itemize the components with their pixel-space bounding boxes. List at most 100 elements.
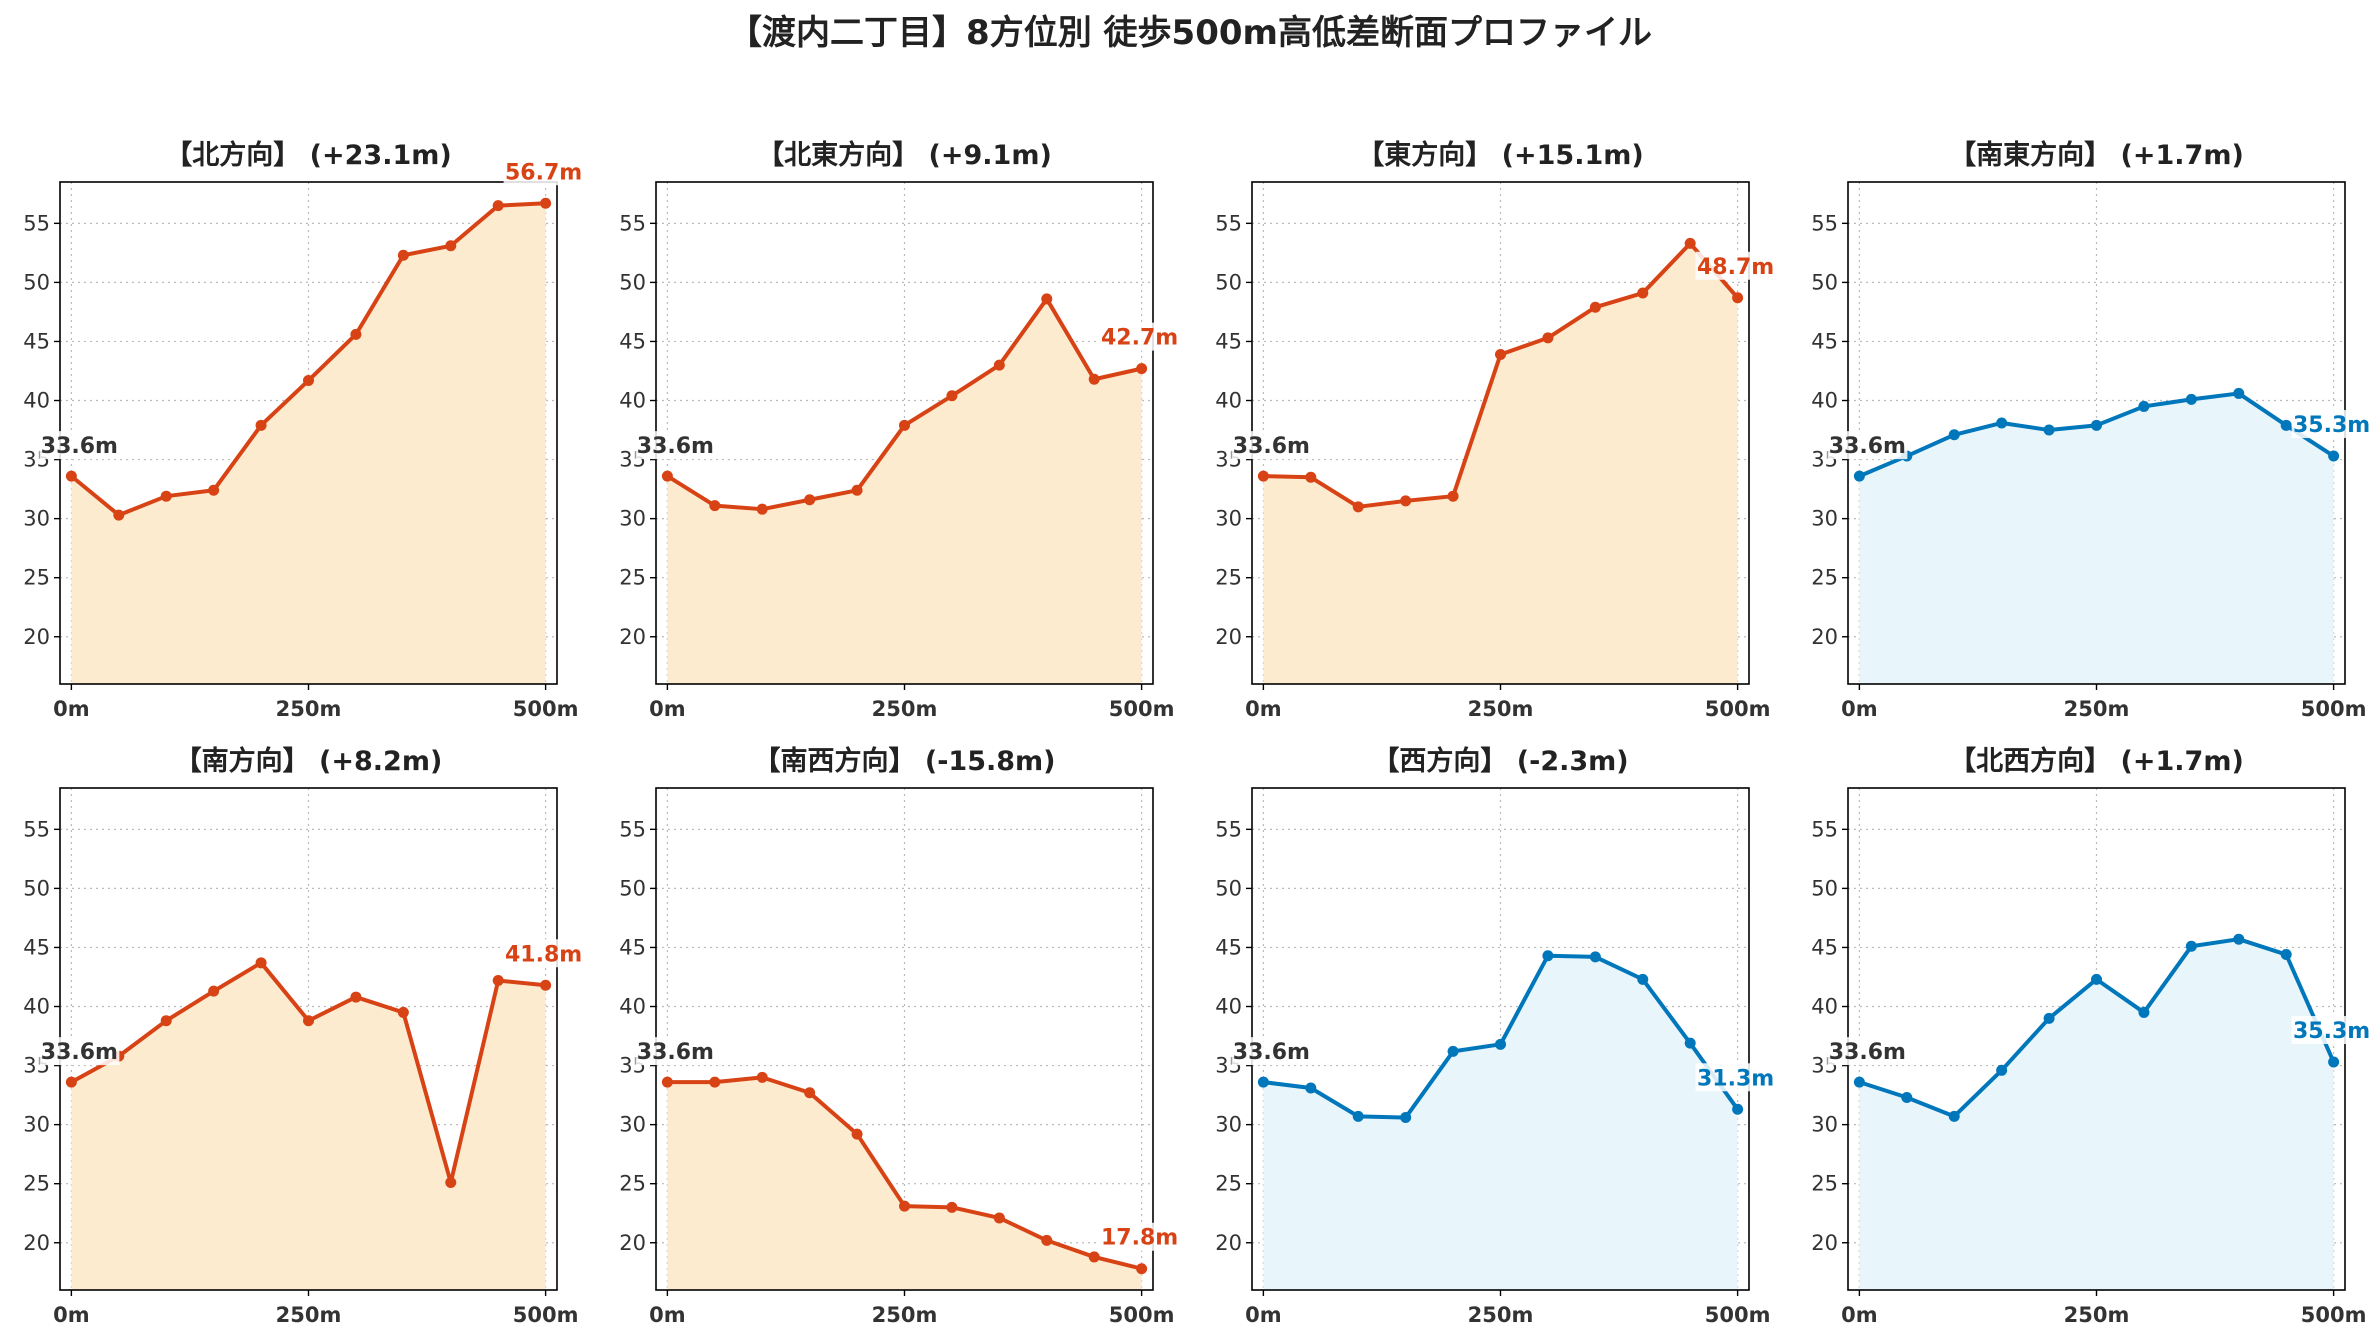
y-tick-label: 45 — [619, 329, 646, 353]
start-elevation-label: 33.6m — [1829, 434, 1906, 459]
y-tick-label: 45 — [1215, 935, 1242, 959]
x-tick-label: 250m — [872, 1303, 938, 1327]
elevation-area — [1263, 955, 1738, 1290]
y-tick-label: 30 — [1215, 507, 1242, 531]
data-point — [1637, 973, 1649, 985]
data-point — [2043, 424, 2055, 436]
data-point — [350, 991, 362, 1003]
data-point — [899, 419, 910, 431]
y-tick-label: 25 — [1811, 1172, 1838, 1196]
y-tick-label: 55 — [23, 211, 50, 235]
data-point — [1088, 373, 1100, 385]
end-elevation-label: 35.3m — [2293, 1019, 2370, 1044]
end-elevation-label: 31.3m — [1697, 1066, 1774, 1091]
start-elevation-label: 33.6m — [637, 434, 714, 459]
data-point — [2138, 1006, 2150, 1018]
x-tick-label: 0m — [649, 1303, 686, 1327]
data-point — [1732, 292, 1744, 304]
x-tick-label: 0m — [649, 697, 686, 721]
y-tick-label: 25 — [23, 1172, 50, 1196]
data-point — [303, 1015, 314, 1027]
data-point — [208, 484, 220, 496]
data-point — [709, 1076, 721, 1088]
data-point — [1542, 332, 1554, 344]
y-tick-label: 20 — [23, 1231, 50, 1255]
data-point — [661, 470, 673, 482]
start-elevation-label: 33.6m — [1233, 434, 1310, 459]
end-label-halo — [2291, 1016, 2372, 1045]
data-point — [851, 484, 863, 496]
y-tick-label: 20 — [1811, 1231, 1838, 1255]
y-tick-label: 55 — [1215, 817, 1242, 841]
data-point — [1589, 301, 1601, 313]
data-point — [160, 490, 172, 502]
end-elevation-label: 35.3m — [2293, 413, 2370, 438]
data-point — [1948, 429, 1960, 441]
elevation-area — [1263, 243, 1738, 684]
y-tick-label: 25 — [1215, 566, 1242, 590]
y-tick-label: 55 — [619, 817, 646, 841]
y-tick-label: 25 — [1811, 566, 1838, 590]
y-tick-label: 30 — [619, 1113, 646, 1137]
end-label-halo — [1695, 251, 1776, 280]
start-label-halo — [1827, 431, 1908, 460]
data-point — [350, 328, 362, 340]
elevation-area — [667, 1077, 1142, 1290]
y-tick-label: 40 — [1811, 389, 1838, 413]
y-tick-label: 40 — [1215, 995, 1242, 1019]
y-tick-label: 20 — [619, 1231, 646, 1255]
data-point — [1305, 471, 1317, 483]
x-tick-label: 0m — [1245, 697, 1282, 721]
y-tick-label: 50 — [1811, 876, 1838, 900]
start-label-halo — [1231, 1037, 1312, 1066]
data-point — [2138, 400, 2150, 412]
data-point — [1637, 287, 1649, 299]
data-point — [1732, 1103, 1744, 1115]
y-tick-label: 50 — [1215, 270, 1242, 294]
y-tick-label: 45 — [1215, 329, 1242, 353]
y-tick-label: 30 — [1811, 1113, 1838, 1137]
x-tick-label: 500m — [513, 1303, 579, 1327]
start-elevation-label: 33.6m — [41, 1040, 118, 1065]
y-tick-label: 40 — [619, 389, 646, 413]
start-label-halo — [39, 1037, 120, 1066]
data-point — [1352, 501, 1364, 513]
start-label-halo — [635, 1037, 716, 1066]
start-label-halo — [39, 431, 120, 460]
data-point — [1400, 1112, 1412, 1124]
elevation-area — [1859, 939, 2334, 1290]
end-label-halo — [2291, 410, 2372, 439]
data-point — [851, 1128, 863, 1140]
x-tick-label: 500m — [1109, 1303, 1175, 1327]
y-tick-label: 25 — [619, 1172, 646, 1196]
data-point — [804, 1087, 816, 1099]
data-point — [946, 1201, 958, 1213]
x-tick-label: 500m — [1705, 697, 1771, 721]
data-point — [1257, 470, 1269, 482]
x-tick-label: 0m — [53, 1303, 90, 1327]
y-tick-label: 55 — [619, 211, 646, 235]
end-label-halo — [1099, 1222, 1180, 1251]
start-label-halo — [635, 431, 716, 460]
data-point — [2233, 933, 2245, 945]
data-point — [160, 1015, 172, 1027]
data-point — [397, 1006, 409, 1018]
x-tick-label: 250m — [1468, 697, 1534, 721]
x-tick-label: 250m — [872, 697, 938, 721]
x-tick-label: 500m — [2301, 697, 2367, 721]
data-point — [1041, 293, 1053, 305]
data-point — [1996, 1064, 2008, 1076]
chart-title: 【南東方向】 (+1.7m) — [1949, 139, 2244, 171]
data-point — [2328, 450, 2340, 462]
y-tick-label: 50 — [23, 876, 50, 900]
chart-title: 【東方向】 (+15.1m) — [1357, 139, 1643, 171]
data-point — [1136, 363, 1148, 375]
data-point — [756, 503, 768, 515]
chart-title: 【北西方向】 (+1.7m) — [1949, 745, 2244, 777]
data-point — [2043, 1012, 2055, 1024]
